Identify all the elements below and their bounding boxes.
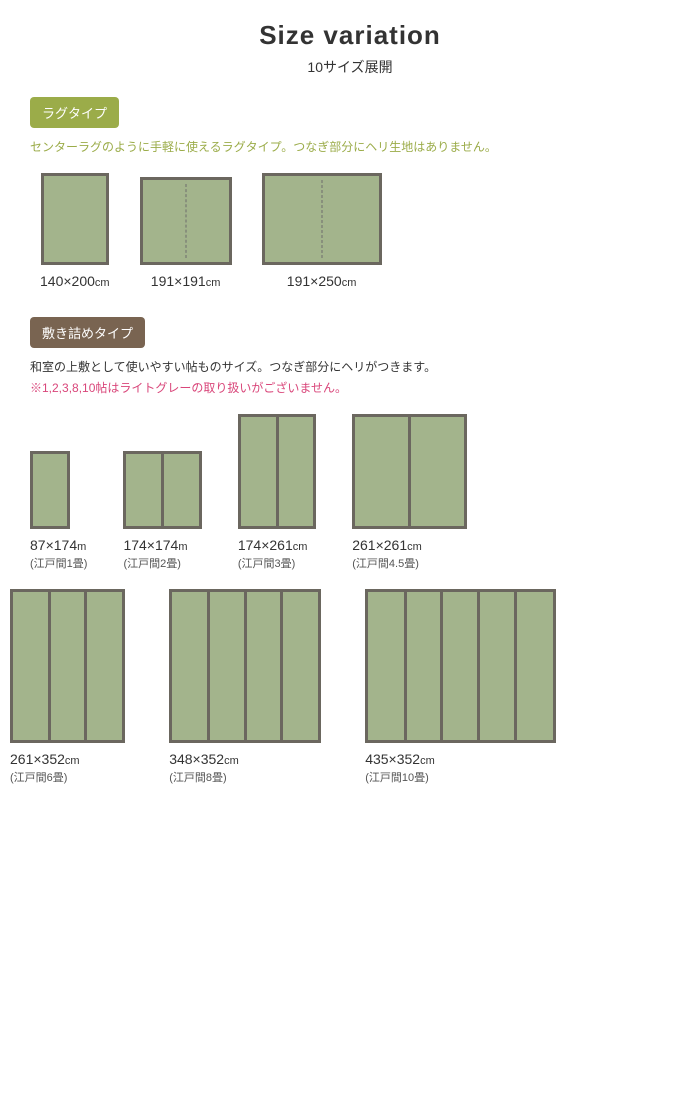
size-label: 140×200cm [40,273,110,289]
size-sublabel: (江戸間10畳) [365,769,429,785]
rug-section: ラグタイプ センターラグのように手軽に使えるラグタイプ。つなぎ部分にヘリ生地はあ… [30,97,670,289]
size-label: 261×352cm [10,751,80,767]
size-label: 435×352cm [365,751,435,767]
page-subtitle: 10サイズ展開 [30,57,670,77]
shiki-type-badge: 敷き詰めタイプ [30,317,145,348]
shiki-note: ※1,2,3,8,10帖はライトグレーの取り扱いがございません。 [30,379,670,396]
mat-diagram [238,414,316,529]
mat-diagram [30,451,70,529]
size-sublabel: (江戸間2畳) [123,555,180,571]
size-sublabel: (江戸間3畳) [238,555,295,571]
size-label: 348×352cm [169,751,239,767]
mat-diagram [169,589,321,743]
size-sublabel: (江戸間8畳) [169,769,226,785]
mat-diagram [123,451,201,529]
size-label: 174×261cm [238,537,308,553]
mat-diagram [352,414,467,529]
shiki-items-row-2: 261×352cm (江戸間6畳) 348×352cm (江戸間8畳) 435×352c… [10,589,670,785]
rug-items-row: 140×200cm 191×191cm 191×250cm [30,173,670,289]
size-label: 191×250cm [287,273,357,289]
shiki-section: 敷き詰めタイプ 和室の上敷として使いやすい帖ものサイズ。つなぎ部分にヘリがつきま… [30,317,670,785]
shiki-items-row-1: 87×174m (江戸間1畳) 174×174m (江戸間2畳) 174×261cm (江… [30,414,670,571]
shiki-description: 和室の上敷として使いやすい帖ものサイズ。つなぎ部分にヘリがつきます。 [30,358,670,375]
size-label: 191×191cm [151,273,221,289]
mat-diagram [365,589,555,743]
size-label: 174×174m [123,537,187,553]
mat-diagram [10,589,125,743]
mat-diagram [140,177,232,265]
mat-diagram [262,173,382,265]
mat-diagram [41,173,109,265]
size-label: 87×174m [30,537,86,553]
size-sublabel: (江戸間1畳) [30,555,87,571]
rug-description: センターラグのように手軽に使えるラグタイプ。つなぎ部分にヘリ生地はありません。 [30,138,670,155]
size-sublabel: (江戸間6畳) [10,769,67,785]
rug-type-badge: ラグタイプ [30,97,119,128]
size-sublabel: (江戸間4.5畳) [352,555,419,571]
size-label: 261×261cm [352,537,422,553]
page-title: Size variation [30,20,670,51]
